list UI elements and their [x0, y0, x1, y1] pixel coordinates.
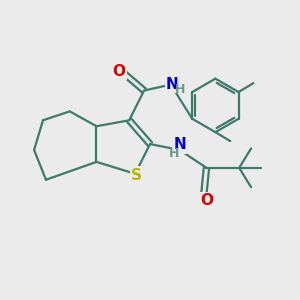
- Text: O: O: [112, 64, 125, 79]
- Text: N: N: [166, 77, 179, 92]
- Text: H: H: [175, 82, 185, 96]
- Text: S: S: [131, 168, 142, 183]
- Text: O: O: [200, 193, 213, 208]
- Text: N: N: [173, 137, 186, 152]
- Text: H: H: [169, 147, 180, 160]
